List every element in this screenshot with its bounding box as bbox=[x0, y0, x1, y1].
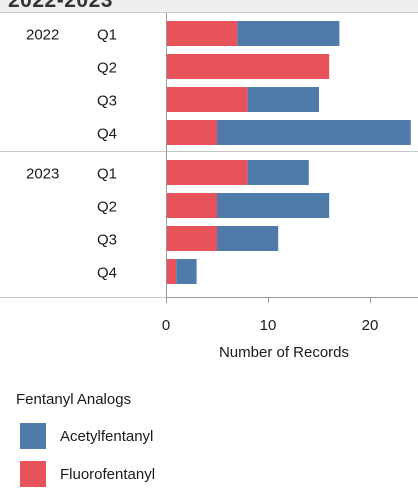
quarter-label-2022-q4: Q4 bbox=[97, 126, 117, 143]
x-tick-label-0: 0 bbox=[162, 317, 170, 334]
bar-acetylfentanyl-2023-q1 bbox=[247, 160, 309, 185]
quarter-label-2022-q2: Q2 bbox=[97, 60, 117, 77]
quarter-label-2023-q2: Q2 bbox=[97, 199, 117, 216]
quarter-label-2022-q3: Q3 bbox=[97, 93, 117, 110]
bar-acetylfentanyl-2022-q4 bbox=[217, 120, 411, 145]
bar-fluorofentanyl-2023-q2 bbox=[166, 193, 217, 218]
legend-label-acetylfentanyl: Acetylfentanyl bbox=[60, 427, 154, 445]
bar-acetylfentanyl-2023-q3 bbox=[217, 226, 279, 251]
bar-acetylfentanyl-2022-q3 bbox=[247, 87, 319, 112]
x-axis-title: Number of Records bbox=[219, 344, 349, 361]
bar-fluorofentanyl-2023-q1 bbox=[166, 160, 248, 185]
legend-swatch-acetylfentanyl bbox=[20, 423, 46, 449]
legend-swatch-fluorofentanyl bbox=[20, 461, 46, 487]
year-label-2023: 2023 bbox=[26, 166, 59, 183]
legend-title: Fentanyl Analogs bbox=[16, 391, 132, 408]
x-tick-label-10: 10 bbox=[260, 317, 277, 334]
legend-label-fluorofentanyl: Fluorofentanyl bbox=[60, 465, 156, 483]
quarter-label-2023-q1: Q1 bbox=[97, 166, 117, 183]
bar-fluorofentanyl-2023-q4 bbox=[166, 259, 177, 284]
bar-acetylfentanyl-2022-q1 bbox=[237, 21, 340, 46]
quarter-label-2023-q4: Q4 bbox=[97, 265, 117, 282]
chart-title-strip: 2022-2023 bbox=[0, 0, 418, 12]
stacked-bar-chart: 2022 Q1 Q2 Q3 Q4 2023 Q1 Q2 Q3 Q4 0 10 20 Number of R… bbox=[0, 12, 418, 361]
x-tick-label-20: 20 bbox=[362, 317, 379, 334]
bar-acetylfentanyl-2023-q2 bbox=[217, 193, 330, 218]
bar-fluorofentanyl-2022-q3 bbox=[166, 87, 248, 112]
quarter-label-2023-q3: Q3 bbox=[97, 232, 117, 249]
bar-fluorofentanyl-2022-q4 bbox=[166, 120, 217, 145]
bar-fluorofentanyl-2022-q1 bbox=[166, 21, 238, 46]
bar-acetylfentanyl-2023-q4 bbox=[176, 259, 197, 284]
year-label-2022: 2022 bbox=[26, 27, 59, 44]
legend: Fentanyl Analogs Acetylfentanyl Fluorofe… bbox=[16, 391, 155, 498]
chart-title: 2022-2023 bbox=[8, 0, 113, 12]
quarter-label-2022-q1: Q1 bbox=[97, 27, 117, 44]
bar-fluorofentanyl-2022-q2 bbox=[166, 54, 330, 79]
bar-fluorofentanyl-2023-q3 bbox=[166, 226, 217, 251]
legend-item-acetylfentanyl: Acetylfentanyl bbox=[16, 422, 155, 450]
legend-item-fluorofentanyl: Fluorofentanyl bbox=[16, 460, 155, 488]
